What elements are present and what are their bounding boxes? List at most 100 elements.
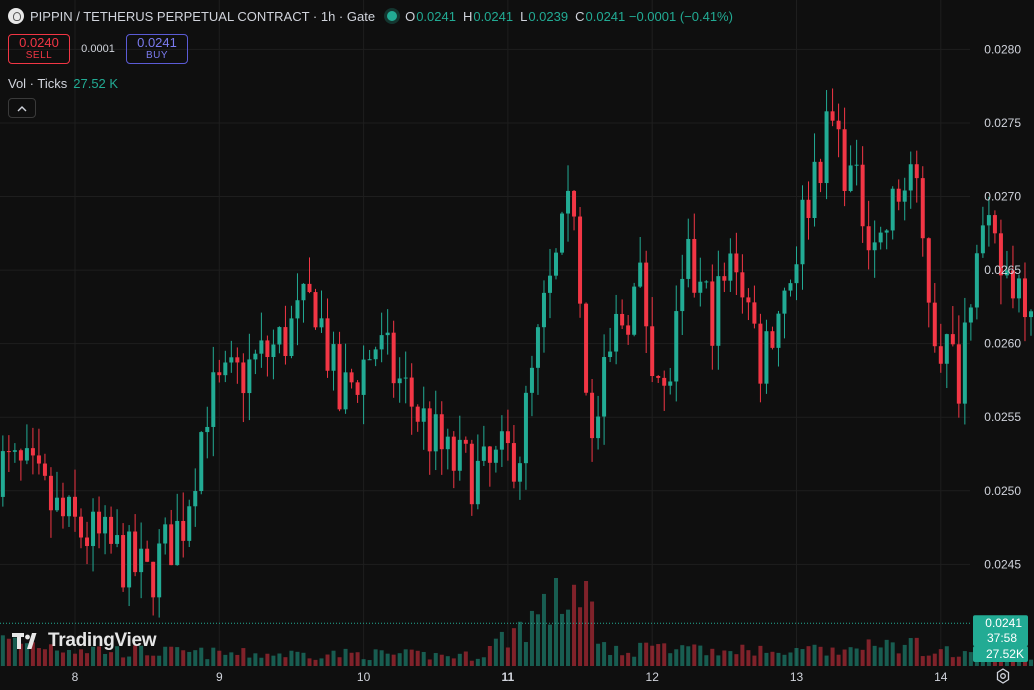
volume-bar <box>830 647 835 666</box>
chart-settings-button[interactable] <box>992 666 1014 686</box>
candle-body <box>974 253 979 308</box>
candle-body <box>511 443 516 482</box>
volume-bar <box>602 642 607 666</box>
candle-body <box>151 561 156 598</box>
volume-bar <box>127 656 132 666</box>
volume-legend[interactable]: Vol · Ticks 27.52 K <box>8 74 118 92</box>
volume-bar <box>842 649 847 666</box>
candle-body <box>782 290 787 314</box>
volume-bar <box>493 638 498 666</box>
candle-body <box>139 548 144 573</box>
volume-bar <box>866 639 871 666</box>
candle-body <box>12 450 17 452</box>
last-price-value: 0.0241 <box>985 616 1022 630</box>
volume-bar <box>397 653 402 666</box>
gear-icon <box>996 668 1010 684</box>
volume-bar <box>247 657 252 666</box>
volume-bar <box>776 652 781 666</box>
volume-bar <box>145 655 150 666</box>
volume-bar <box>950 657 955 666</box>
volume-bar <box>265 653 270 666</box>
candle-body <box>433 414 438 452</box>
volume-bar <box>608 654 613 666</box>
volume-bar <box>103 653 108 666</box>
sell-label: SELL <box>25 50 53 61</box>
candle-body <box>367 359 372 361</box>
candle-body <box>914 164 919 179</box>
buy-button[interactable]: 0.0241 BUY <box>126 34 188 64</box>
volume-bar <box>740 644 745 666</box>
volume-bar <box>66 649 71 666</box>
volume-bar <box>890 642 895 666</box>
candle-body <box>169 524 174 566</box>
candle-body <box>776 313 781 348</box>
close-value: 0.0241 −0.0001 (−0.41%) <box>585 8 733 24</box>
candle-body <box>295 300 300 319</box>
candle-body <box>728 253 733 281</box>
candle-body <box>121 535 126 588</box>
volume-bar <box>517 621 522 666</box>
candle-body <box>554 252 558 276</box>
candle-body <box>379 335 384 350</box>
volume-bar <box>379 650 384 666</box>
candle-body <box>716 276 721 346</box>
volume-bar <box>85 653 90 666</box>
sell-button[interactable]: 0.0240 SELL <box>8 34 70 64</box>
candle-body <box>614 313 619 352</box>
time-tick-label: 14 <box>934 670 948 684</box>
volume-bar <box>54 650 59 666</box>
candle-body <box>962 322 967 404</box>
candle-body <box>578 216 583 304</box>
candle-body <box>806 199 811 218</box>
candle-body <box>301 283 306 301</box>
candle-body <box>6 451 11 453</box>
candle-body <box>560 213 565 253</box>
volume-bar <box>674 649 679 666</box>
symbol-title[interactable]: PIPPIN / TETHERUS PERPETUAL CONTRACT · 1… <box>30 8 376 24</box>
volume-bar <box>578 607 583 666</box>
volume-bar <box>704 655 709 666</box>
candle-body <box>968 307 973 323</box>
volume-bar <box>662 643 667 666</box>
volume-bar <box>986 659 991 666</box>
volume-bar <box>794 648 799 666</box>
volume-bar <box>445 656 450 666</box>
tradingview-logo[interactable]: TradingView <box>12 628 157 654</box>
candle-body <box>187 506 192 541</box>
volume-bar <box>818 646 823 666</box>
candle-body <box>271 344 276 358</box>
volume-bar <box>199 647 204 666</box>
volume-bar <box>139 645 144 666</box>
candle-body <box>85 537 90 547</box>
candle-body <box>265 340 270 358</box>
volume-bar <box>596 643 601 666</box>
candle-body <box>878 232 883 243</box>
candle-body <box>680 278 685 312</box>
volume-bar <box>529 610 534 666</box>
candle-body <box>824 111 829 184</box>
candle-body <box>866 226 871 251</box>
volume-bar <box>650 645 655 666</box>
volume-bar <box>932 653 937 666</box>
price-tick-label: 0.0245 <box>984 557 1021 571</box>
volume-bar <box>499 631 504 666</box>
candle-body <box>662 377 667 386</box>
candle-body <box>277 327 282 345</box>
candle-body <box>626 325 631 335</box>
volume-bar <box>716 655 721 666</box>
volume-bar <box>60 652 65 666</box>
candle-body <box>704 281 709 283</box>
volume-bar <box>223 654 228 666</box>
candle-body <box>427 408 432 452</box>
candle-body <box>860 164 865 227</box>
candle-body <box>770 331 775 348</box>
candle-body <box>79 516 84 538</box>
volume-bar <box>343 648 348 666</box>
candle-body <box>499 431 504 450</box>
collapse-legend-button[interactable] <box>8 98 36 118</box>
volume-bar <box>902 644 907 666</box>
candle-body <box>944 334 949 364</box>
price-tick-label: 0.0255 <box>984 410 1021 424</box>
candle-body <box>445 436 450 450</box>
